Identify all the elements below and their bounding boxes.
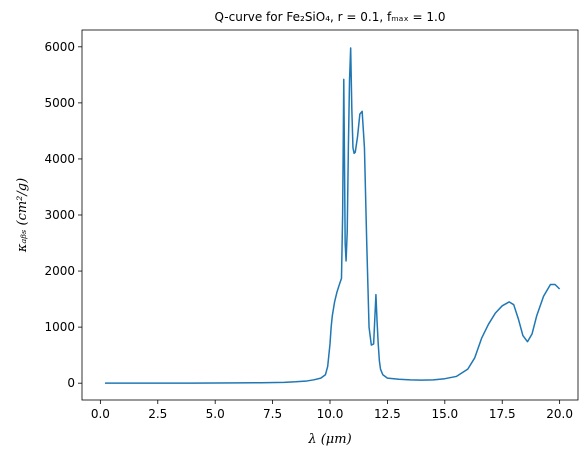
y-tick-label: 6000 — [44, 40, 75, 54]
series-line — [104, 47, 561, 384]
x-tick-label: 0.0 — [91, 407, 110, 421]
x-tick-label: 10.0 — [317, 407, 344, 421]
x-tick-label: 12.5 — [374, 407, 401, 421]
y-tick-label: 3000 — [44, 208, 75, 222]
x-tick-label: 15.0 — [431, 407, 458, 421]
x-tick-label: 5.0 — [206, 407, 225, 421]
y-tick-label: 5000 — [44, 96, 75, 110]
y-axis: 0 1000 2000 3000 4000 5000 6000 — [44, 40, 82, 390]
y-axis-label: κₐᵦₛ (cm²/g) — [15, 178, 30, 253]
x-tick-label: 20.0 — [546, 407, 573, 421]
y-tick-label: 4000 — [44, 152, 75, 166]
x-axis: 0.0 2.5 5.0 7.5 10.0 12.5 15.0 17.5 20.0 — [91, 400, 573, 421]
y-tick-label: 1000 — [44, 320, 75, 334]
y-tick-label: 0 — [67, 376, 75, 390]
x-tick-label: 2.5 — [148, 407, 167, 421]
x-tick-label: 17.5 — [489, 407, 516, 421]
chart-title: Q-curve for Fe₂SiO₄, r = 0.1, fₘₐₓ = 1.0 — [215, 10, 446, 24]
y-tick-label: 2000 — [44, 264, 75, 278]
x-axis-label: λ (μm) — [307, 432, 351, 447]
x-tick-label: 7.5 — [263, 407, 282, 421]
